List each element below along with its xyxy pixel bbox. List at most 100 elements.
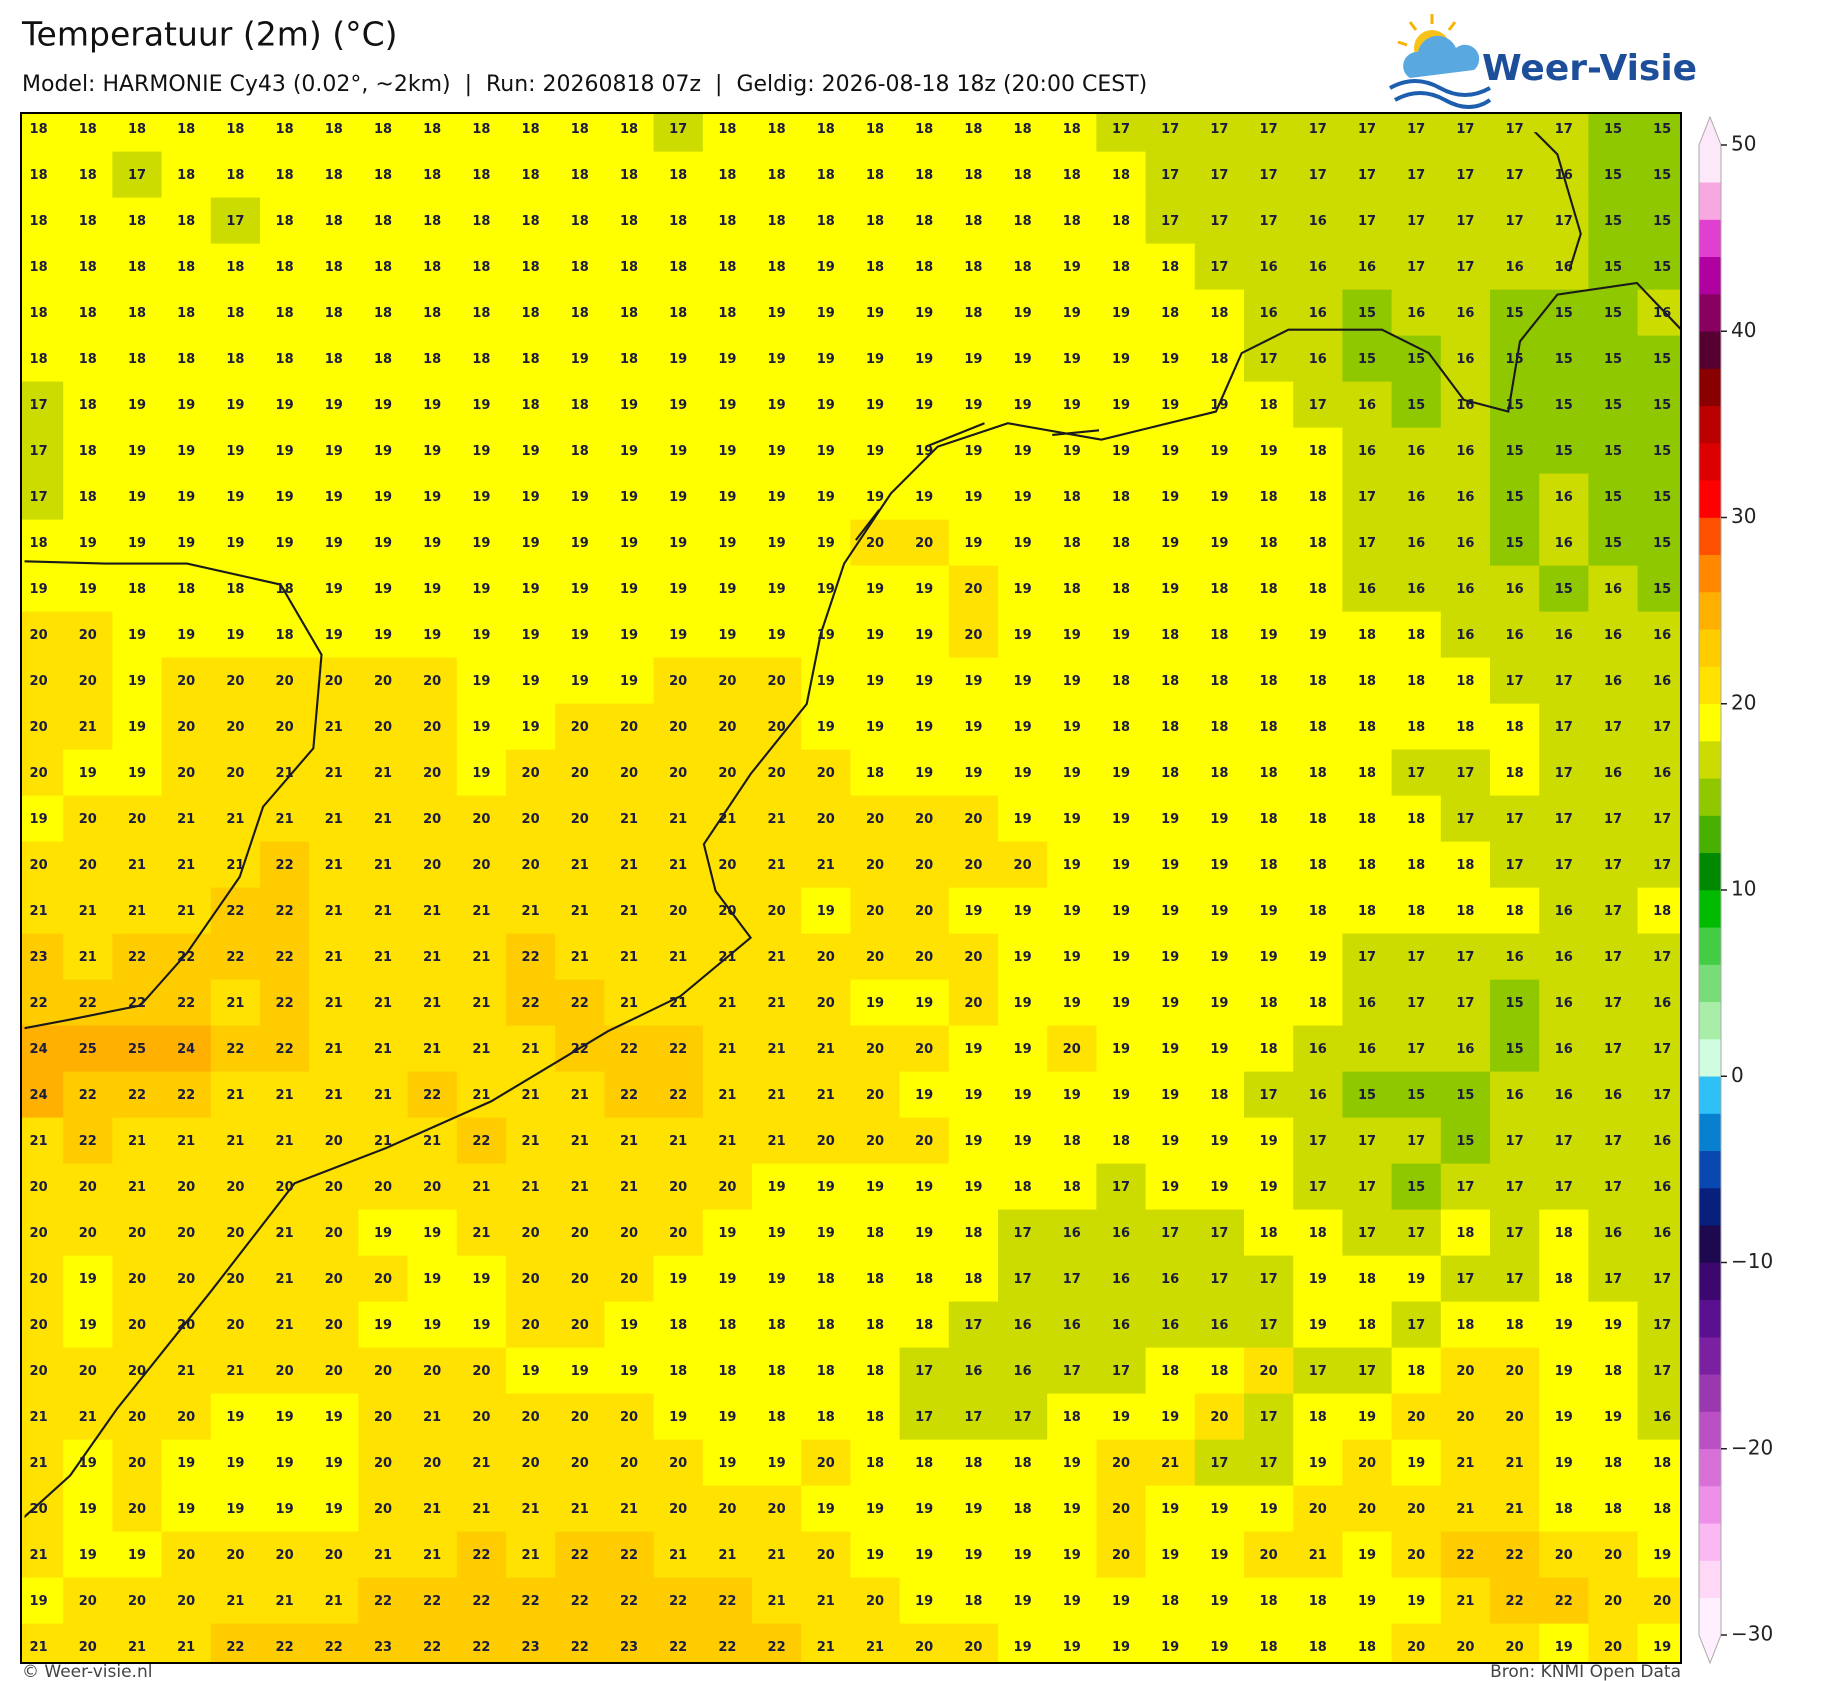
temperature-label: 20 [620,1456,638,1471]
temperature-label: 18 [1063,168,1081,183]
temperature-label: 18 [374,214,392,229]
temperature-label: 17 [1653,1364,1671,1379]
temperature-cell [260,1485,310,1533]
temperature-cell [309,289,359,337]
temperature-label: 17 [1653,950,1671,965]
temperature-label: 20 [915,1134,933,1149]
temperature-cell [21,1301,64,1349]
temperature-cell [506,1577,556,1625]
temperature-cell [260,427,310,475]
temperature-label: 19 [177,628,195,643]
temperature-label: 20 [620,1226,638,1241]
temperature-cell [63,1439,113,1487]
temperature-label: 19 [423,444,441,459]
temperature-label: 20 [866,812,884,827]
temperature-cell [899,565,950,613]
temperature-label: 18 [1506,1318,1524,1333]
temperature-cell [1293,1347,1343,1395]
temperature-cell [506,381,556,429]
temperature-label: 19 [325,1410,343,1425]
temperature-cell [1440,657,1491,705]
temperature-cell [1391,151,1442,199]
temperature-label: 16 [1358,1042,1376,1057]
temperature-cell [407,1255,458,1303]
temperature-label: 19 [276,1410,294,1425]
temperature-label: 16 [1555,168,1573,183]
temperature-label: 17 [915,1410,933,1425]
temperature-cell [456,1071,507,1119]
temperature-cell [260,749,310,797]
temperature-cell [1244,749,1294,797]
temperature-label: 19 [1555,1640,1573,1655]
temperature-label: 17 [1604,720,1622,735]
temperature-label: 18 [226,582,244,597]
temperature-label: 21 [1456,1594,1474,1609]
temperature-label: 19 [1063,1594,1081,1609]
temperature-cell [456,1255,507,1303]
temperature-label: 19 [128,628,146,643]
temperature-label: 20 [1506,1640,1524,1655]
temperature-label: 20 [423,720,441,735]
temperature-label: 20 [374,1364,392,1379]
temperature-label: 19 [522,674,540,689]
temperature-label: 19 [718,398,736,413]
temperature-label: 22 [669,1042,687,1057]
temperature-label: 16 [1555,904,1573,919]
temperature-label: 19 [571,628,589,643]
temperature-label: 20 [128,1594,146,1609]
temperature-label: 18 [1358,766,1376,781]
temperature-label: 18 [1555,1502,1573,1517]
temperature-cell [1293,1025,1343,1073]
temperature-cell [1096,795,1147,843]
temperature-label: 19 [915,444,933,459]
temperature-label: 20 [374,720,392,735]
temperature-cell [456,473,507,521]
temperature-label: 20 [964,996,982,1011]
temperature-label: 20 [30,1272,48,1287]
temperature-label: 19 [768,582,786,597]
temperature-label: 18 [571,444,589,459]
temperature-cell [1096,1301,1147,1349]
temperature-cell [1637,151,1681,199]
temperature-label: 15 [1555,582,1573,597]
temperature-cell [604,289,655,337]
temperature-cell [309,1485,359,1533]
temperature-label: 20 [128,1272,146,1287]
temperature-label: 19 [964,1088,982,1103]
temperature-cell [1047,887,1097,935]
temperature-label: 21 [817,1088,835,1103]
temperature-cell [161,473,212,521]
temperature-label: 19 [128,490,146,505]
temperature-label: 18 [30,536,48,551]
temperature-label: 19 [571,536,589,551]
temperature-label: 17 [1555,858,1573,873]
temperature-cell [1539,1163,1589,1211]
temperature-label: 18 [1309,996,1327,1011]
temperature-label: 16 [1506,950,1524,965]
temperature-label: 17 [1260,1410,1278,1425]
temperature-cell [260,1439,310,1487]
temperature-cell [899,335,950,383]
temperature-cell [260,933,310,981]
temperature-labels: 18 18 18 18 18 18 18 18 18 18 18 18 18 17 18 18 18 18 18 18… [30,122,1672,1655]
temperature-label: 20 [472,812,490,827]
temperature-label: 18 [866,168,884,183]
temperature-cell [1047,1209,1097,1257]
temperature-label: 15 [1653,444,1671,459]
temperature-cell [112,113,163,153]
temperature-cell [1490,1025,1540,1073]
temperature-cell [309,1163,359,1211]
temperature-label: 18 [1309,1410,1327,1425]
temperature-cell [604,611,655,659]
temperature-cell [948,1025,999,1073]
colorbar-tick-label: 0 [1731,1063,1744,1087]
temperature-cell [653,1393,704,1441]
temperature-cell [1490,841,1540,889]
temperature-label: 19 [571,674,589,689]
temperature-cell [1194,197,1245,245]
temperature-cell [1391,1347,1442,1395]
temperature-cell [1588,841,1639,889]
temperature-label: 20 [177,1594,195,1609]
temperature-label: 18 [1358,1272,1376,1287]
temperature-cell [210,1577,261,1625]
